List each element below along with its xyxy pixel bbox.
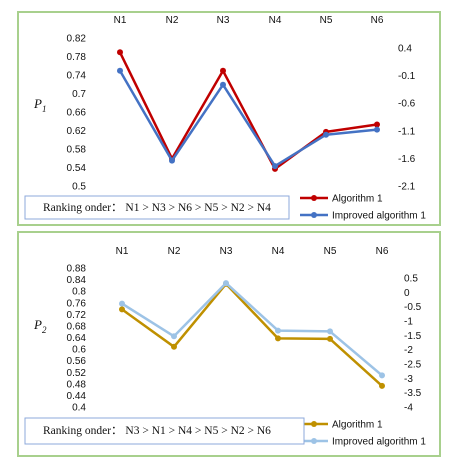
legend-label-2: Improved algorithm 1 — [332, 437, 426, 448]
right-axis-tick-label: 0 — [404, 288, 410, 299]
left-axis-tick-label: 0.88 — [67, 264, 87, 275]
left-axis-tick-label: 0.8 — [72, 287, 86, 298]
series-2-point — [117, 67, 123, 74]
category-label: N1 — [114, 15, 127, 26]
chart-panel-2: N1 N2 N3 N4 N5 N60.880.840.80.760.720.680.640… — [33, 246, 426, 448]
legend-label-1: Algorithm 1 — [332, 194, 383, 205]
y-axis-label-subscript: 1 — [42, 104, 47, 114]
series-2-point — [379, 372, 385, 379]
left-axis-tick-label: 0.6 — [72, 345, 86, 356]
left-axis-tick-label: 0.68 — [67, 321, 87, 332]
left-axis-tick-label: 0.74 — [67, 71, 87, 82]
right-axis-tick-label: -2 — [404, 345, 413, 356]
series-1-point — [220, 67, 226, 74]
right-axis-tick-label: -0.6 — [398, 99, 416, 110]
panel-2-border — [17, 231, 441, 457]
category-label: N4 — [269, 15, 282, 26]
right-axis-tick-label: -2.5 — [404, 360, 422, 371]
series-2-point — [171, 333, 177, 340]
series-1-point — [327, 335, 333, 342]
category-label: N4 — [272, 246, 285, 257]
ranking-box-1 — [24, 195, 290, 220]
left-axis-tick-label: 0.72 — [67, 310, 87, 321]
right-axis-tick-label: -0.1 — [398, 71, 416, 82]
left-axis-tick-label: 0.66 — [67, 108, 87, 119]
right-axis-tick-label: -1 — [404, 317, 413, 328]
series-2-point — [119, 300, 125, 307]
left-axis-tick-label: 0.56 — [67, 356, 87, 367]
left-axis-tick-label: 0.84 — [67, 275, 87, 286]
right-axis-tick-label: 0.4 — [398, 44, 412, 55]
series-line-1 — [118, 51, 378, 171]
chart-panel-1: N1 N2 N3 N4 N5 N6 0.82 0.78 0.74 0.7 0.66 0.62 0.58 0… — [33, 15, 426, 222]
left-axis-tick-label: 0.54 — [67, 163, 87, 174]
panel-1-border — [17, 11, 441, 226]
left-axis-tick-label: 0.7 — [72, 89, 86, 100]
left-axis-tick-label: 0.62 — [67, 126, 87, 137]
series-1-point — [374, 121, 380, 128]
series-1-point — [119, 306, 125, 313]
right-axis-tick-label: -4 — [404, 403, 413, 414]
right-axis-tick-label: -0.5 — [404, 302, 422, 313]
legend-marker-2 — [311, 212, 317, 218]
legend-label-1: Algorithm 1 — [332, 420, 383, 431]
series-2-point — [323, 131, 329, 138]
y-axis-label: P — [33, 96, 42, 111]
right-axis-tick-label: -1.6 — [398, 154, 416, 165]
category-label: N6 — [376, 246, 389, 257]
ranking-text-1: Ranking onder： N1 > N3 > N6 > N5 > N2 > … — [43, 202, 271, 214]
left-axis-tick-label: 0.44 — [67, 391, 87, 402]
category-label: N2 — [166, 15, 179, 26]
series-2-point — [169, 157, 175, 164]
left-axis-tick-label: 0.64 — [67, 333, 87, 344]
category-label: N5 — [320, 15, 333, 26]
series-2-point — [374, 126, 380, 133]
series-2-point — [327, 328, 333, 335]
right-axis-tick-label: -1.5 — [404, 331, 422, 342]
left-axis-tick-label: 0.48 — [67, 379, 87, 390]
category-label: N1 — [116, 246, 129, 257]
series-2-point — [223, 280, 229, 287]
y-axis-label: P — [33, 317, 42, 332]
left-axis-tick-label: 0.76 — [67, 298, 87, 309]
right-axis-tick-label: 0.5 — [404, 274, 418, 285]
category-label: N5 — [324, 246, 337, 257]
category-label: N6 — [371, 15, 384, 26]
right-axis-tick-label: -3 — [404, 374, 413, 385]
legend-marker-1 — [311, 421, 317, 427]
series-1-point — [117, 49, 123, 56]
right-axis-tick-label: -3.5 — [404, 388, 422, 399]
ranking-text-2: Ranking onder： N3 > N1 > N4 > N5 > N2 > … — [43, 425, 271, 437]
y-axis-label-subscript: 2 — [42, 325, 47, 335]
legend-label-2: Improved algorithm 1 — [332, 211, 426, 222]
series-2-point — [275, 327, 281, 334]
category-label: N3 — [217, 15, 230, 26]
legend-marker-1 — [311, 195, 317, 201]
right-axis-tick-label: -1.1 — [398, 126, 416, 137]
series-1-point — [275, 335, 281, 342]
category-label: N3 — [220, 246, 233, 257]
left-axis-tick-label: 0.78 — [67, 52, 87, 63]
ranking-box-2 — [24, 417, 305, 445]
series-line-2 — [118, 70, 378, 168]
legend-marker-2 — [311, 438, 317, 444]
series-2-point — [272, 163, 278, 170]
series-1-point — [171, 343, 177, 350]
left-axis-tick-label: 0.52 — [67, 368, 87, 379]
left-axis-tick-label: 0.4 — [72, 403, 86, 414]
right-axis-tick-label: -2.1 — [398, 182, 416, 193]
series-line-2 — [121, 281, 383, 377]
series-1-point — [379, 382, 385, 389]
category-label: N2 — [168, 246, 181, 257]
series-line-1 — [121, 282, 383, 387]
left-axis-tick-label: 0.5 — [72, 182, 86, 193]
series-2-point — [220, 81, 226, 88]
left-axis-tick-label: 0.82 — [67, 34, 87, 45]
left-axis-tick-label: 0.58 — [67, 145, 87, 156]
